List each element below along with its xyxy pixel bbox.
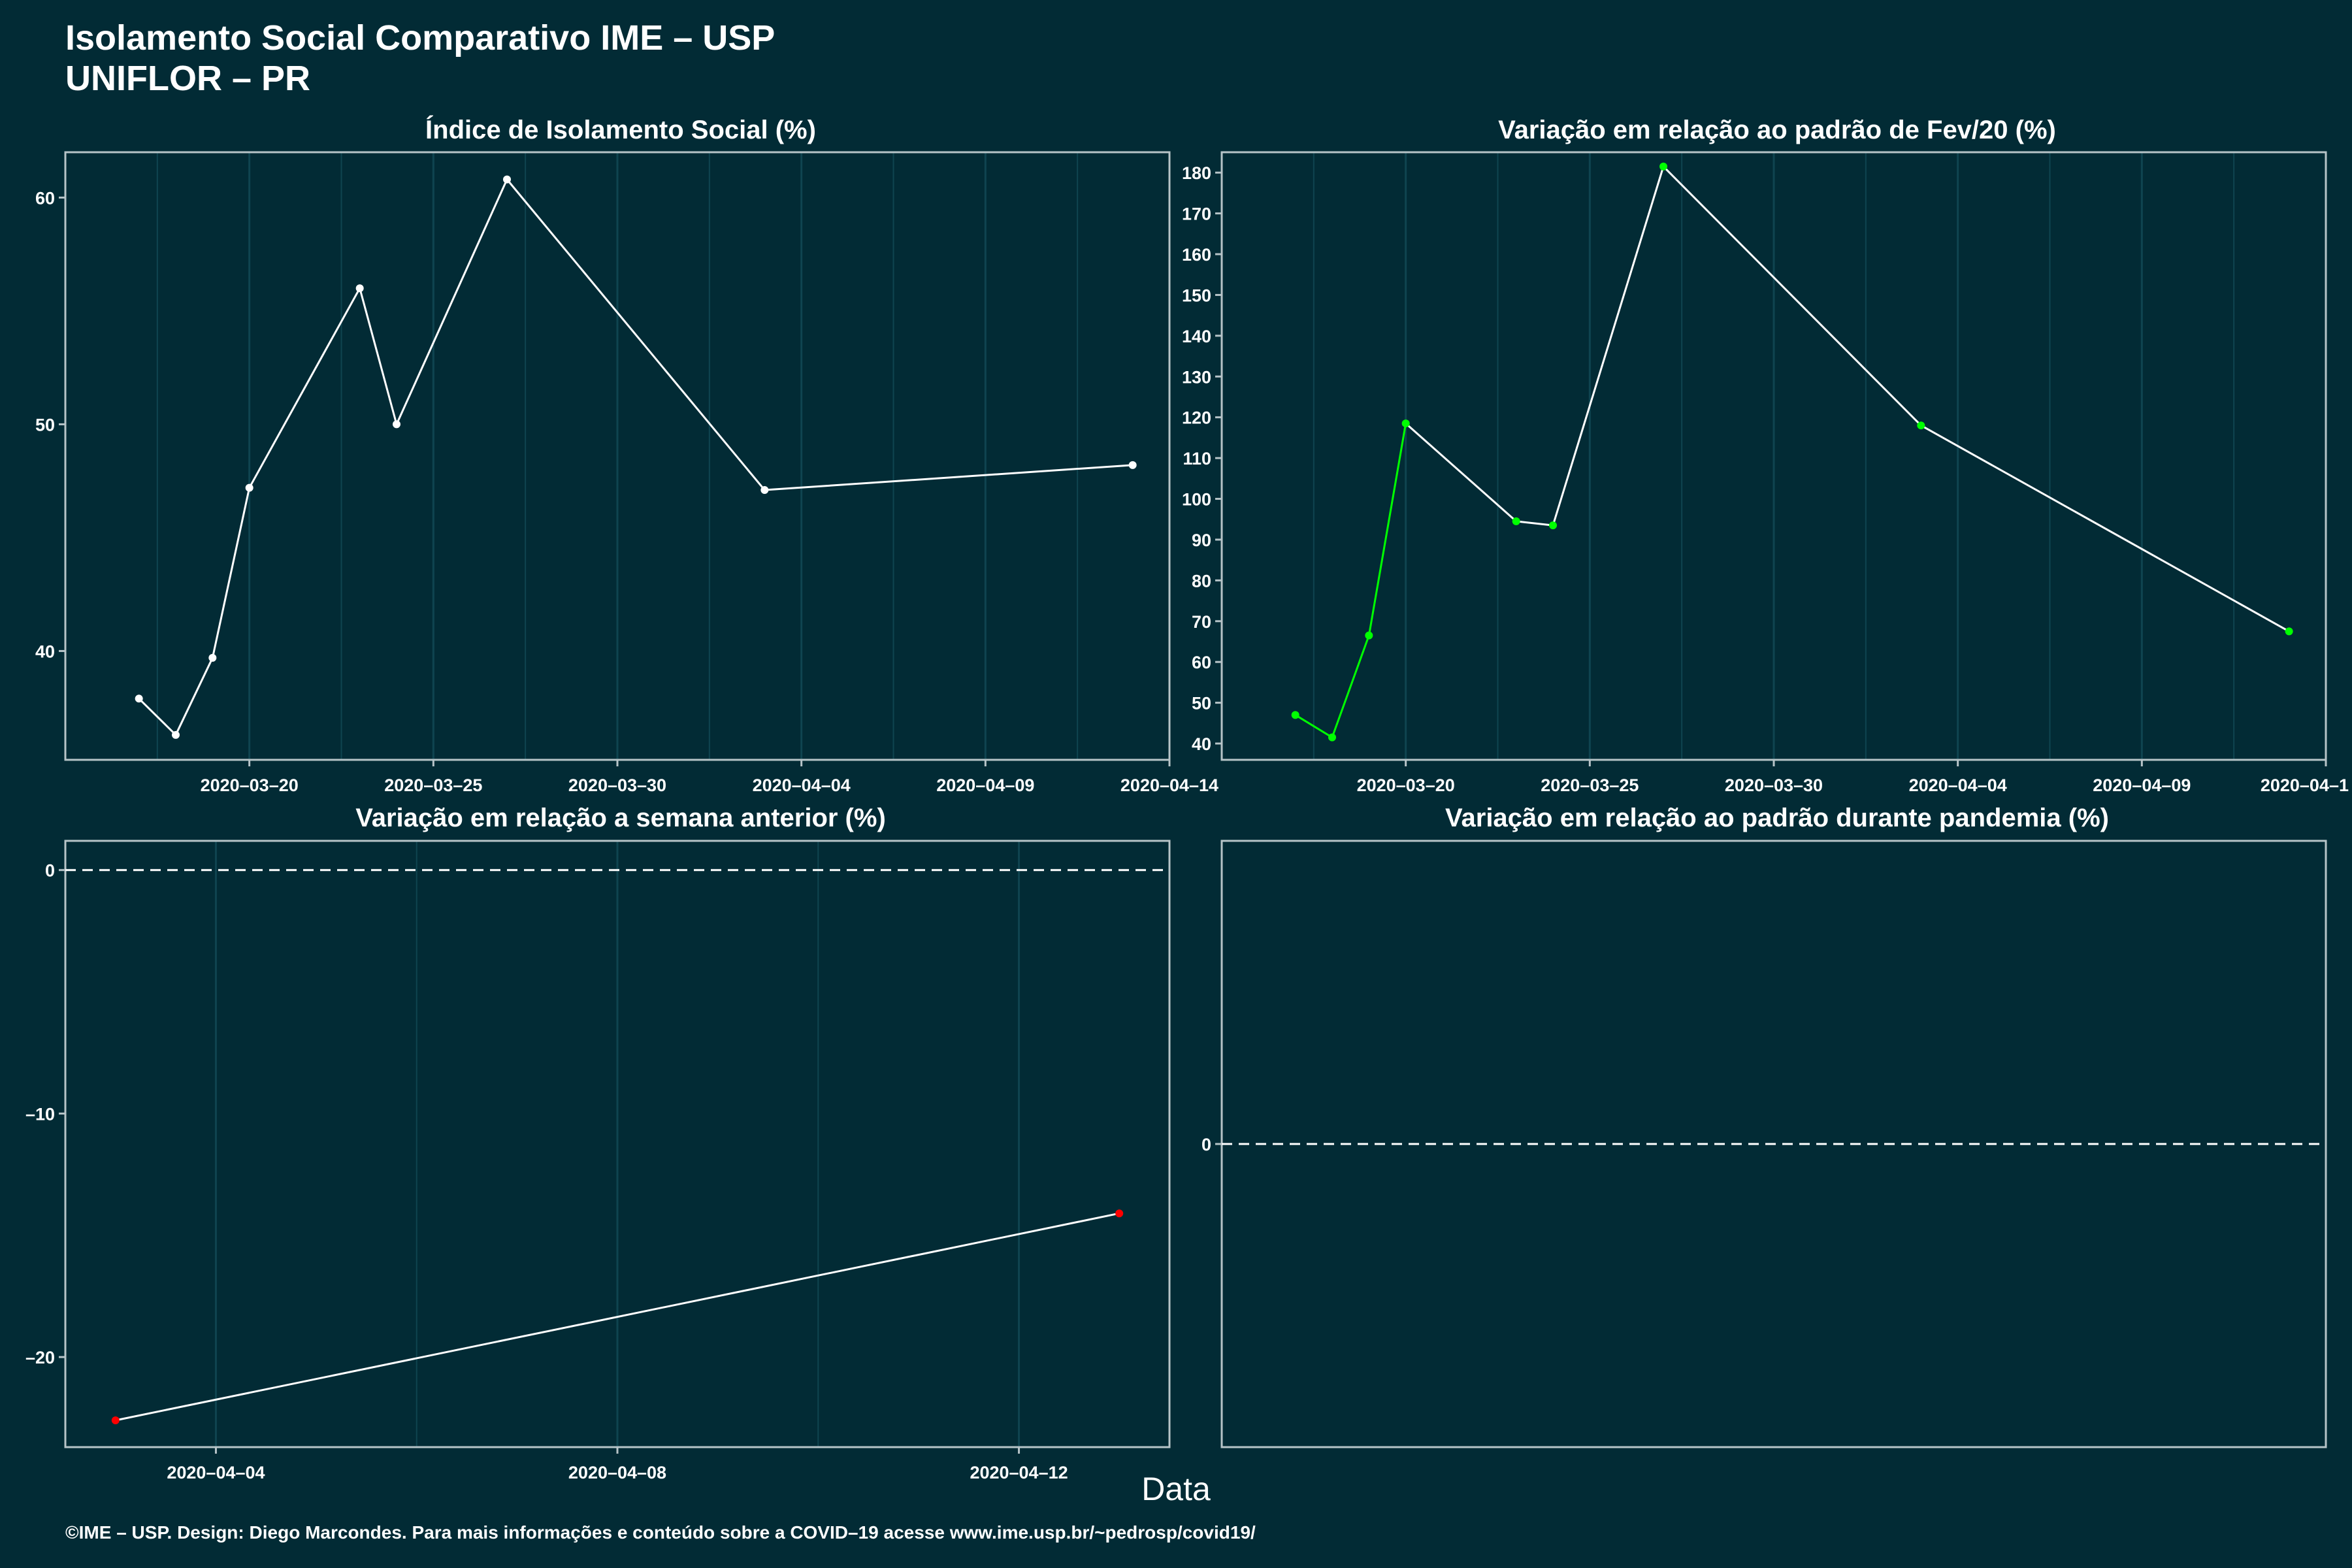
chart-title: Isolamento Social Comparativo IME – USP bbox=[65, 18, 776, 57]
x-tick-label: 2020–04–12 bbox=[970, 1463, 1068, 1482]
y-tick-label: 120 bbox=[1182, 408, 1211, 428]
data-point bbox=[1917, 421, 1925, 430]
y-tick-label: 60 bbox=[1192, 653, 1211, 672]
series-line-segment bbox=[1552, 166, 1665, 526]
panel-semana-anterior: –20 –10 0 2020–04–04 2020–04–08 2020–04–12 bbox=[25, 840, 1171, 1482]
series-line-segment bbox=[1367, 423, 1407, 636]
data-point bbox=[355, 284, 364, 293]
y-tick-label: 0 bbox=[1201, 1135, 1211, 1154]
data-point bbox=[1291, 711, 1299, 719]
series-line-segment bbox=[1516, 520, 1554, 527]
series-line-segment bbox=[1662, 165, 1922, 427]
data-point bbox=[1512, 517, 1520, 525]
x-tick-label: 2020–04–08 bbox=[568, 1463, 666, 1482]
y-tick-label: 160 bbox=[1182, 245, 1211, 265]
y-tick-label: 50 bbox=[35, 415, 55, 434]
series-line-segment bbox=[359, 287, 398, 425]
x-tick-label: 2020–03–30 bbox=[568, 776, 666, 795]
series-line-segment bbox=[248, 287, 361, 489]
x-axis-title: Data bbox=[1141, 1471, 1211, 1507]
series-line-segment bbox=[115, 1212, 1120, 1422]
y-tick-label: 170 bbox=[1182, 204, 1211, 224]
data-point bbox=[208, 653, 217, 662]
series-line-segment bbox=[174, 657, 214, 736]
series-line-segment bbox=[1331, 635, 1370, 738]
y-tick-label: 90 bbox=[1192, 531, 1211, 550]
x-tick-label: 2020–03–25 bbox=[384, 776, 482, 795]
y-tick-label: 80 bbox=[1192, 571, 1211, 591]
chart-subtitle: UNIFLOR – PR bbox=[65, 59, 311, 98]
panel-isolamento: 40 50 60 2020–03–20 2020–03–25 2020–03–30 2020… bbox=[35, 151, 1218, 795]
series-line-segment bbox=[1405, 422, 1517, 522]
data-point bbox=[172, 730, 180, 739]
panel-title-fev20: Variação em relação ao padrão de Fev/20 … bbox=[1498, 116, 2056, 144]
data-point bbox=[135, 694, 143, 703]
data-point bbox=[760, 486, 769, 495]
y-tick-label: 130 bbox=[1182, 367, 1211, 387]
x-tick-label: 2020–04–04 bbox=[167, 1463, 265, 1482]
panel-title-isolamento: Índice de Isolamento Social (%) bbox=[425, 116, 816, 144]
series-line-segment bbox=[764, 464, 1133, 491]
data-point bbox=[1401, 419, 1410, 428]
y-tick-label: 100 bbox=[1182, 490, 1211, 510]
y-tick-label: 0 bbox=[45, 861, 55, 881]
x-tick-label: 2020–03–20 bbox=[1357, 776, 1455, 795]
panel-fev20: 40 50 60 70 80 90 100 110 120 130 140 150 160 170 180 2… bbox=[1182, 151, 2349, 795]
series-line-segment bbox=[506, 178, 766, 491]
footer-credits: ©IME – USP. Design: Diego Marcondes. Par… bbox=[65, 1522, 1256, 1543]
y-tick-label: 150 bbox=[1182, 286, 1211, 305]
x-tick-label: 2020–04–09 bbox=[936, 776, 1034, 795]
series-line-segment bbox=[211, 487, 251, 659]
x-tick-label: 2020–03–30 bbox=[1725, 776, 1823, 795]
y-tick-label: 40 bbox=[1192, 734, 1211, 754]
data-point bbox=[2285, 627, 2293, 636]
panel-title-pandemia: Variação em relação ao padrão durante pa… bbox=[1445, 804, 2109, 832]
y-tick-label: 110 bbox=[1183, 449, 1211, 468]
y-tick-label: 180 bbox=[1182, 163, 1211, 183]
y-tick-label: 40 bbox=[35, 642, 55, 661]
data-point bbox=[111, 1416, 120, 1425]
data-point bbox=[1328, 733, 1336, 742]
panel-title-semana-anterior: Variação em relação a semana anterior (%… bbox=[355, 804, 886, 832]
x-tick-label: 2020–03–20 bbox=[201, 776, 299, 795]
y-tick-label: 70 bbox=[1192, 612, 1211, 632]
x-tick-label: 2020–04–14 bbox=[1120, 776, 1218, 795]
y-tick-label: 140 bbox=[1182, 327, 1211, 346]
x-tick-label: 2020–04–1 bbox=[2261, 776, 2349, 795]
panel-pandemia: 0 bbox=[1201, 840, 2327, 1448]
series-line-segment bbox=[1920, 424, 2290, 632]
x-tick-label: 2020–04–09 bbox=[2093, 776, 2191, 795]
y-tick-label: –10 bbox=[25, 1104, 55, 1124]
x-tick-label: 2020–04–04 bbox=[753, 776, 851, 795]
data-point bbox=[1128, 461, 1137, 469]
series-line-segment bbox=[138, 698, 177, 736]
data-point bbox=[393, 420, 400, 429]
data-point bbox=[245, 483, 253, 492]
series-line-segment bbox=[1294, 714, 1333, 738]
data-point bbox=[503, 175, 511, 184]
data-point bbox=[1115, 1209, 1124, 1218]
y-tick-label: 50 bbox=[1192, 694, 1211, 713]
y-tick-label: –20 bbox=[25, 1348, 55, 1367]
x-tick-label: 2020–04–04 bbox=[1909, 776, 2007, 795]
x-tick-label: 2020–03–25 bbox=[1541, 776, 1639, 795]
data-point bbox=[1365, 631, 1373, 640]
series-line-segment bbox=[395, 179, 508, 425]
y-tick-label: 60 bbox=[35, 188, 55, 208]
data-point bbox=[1659, 162, 1667, 171]
data-point bbox=[1549, 521, 1557, 530]
